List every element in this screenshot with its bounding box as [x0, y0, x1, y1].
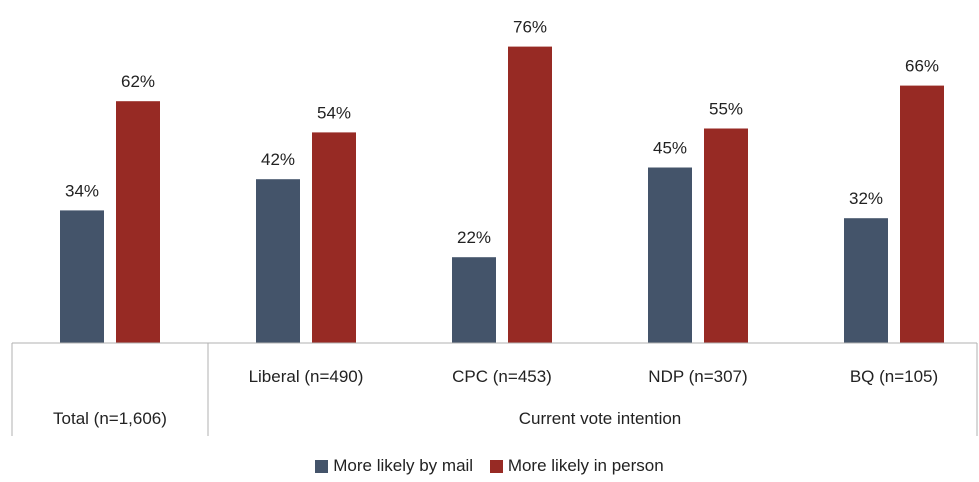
data-label: 34% [65, 181, 99, 200]
category-label: Total (n=1,606) [53, 409, 167, 428]
bar-person [704, 128, 748, 343]
category-label: BQ (n=105) [850, 367, 938, 386]
data-label: 54% [317, 103, 351, 122]
data-label: 55% [709, 100, 743, 119]
legend-swatch-person [489, 459, 503, 473]
bar-person [312, 132, 356, 343]
bar-person [508, 46, 552, 343]
bar-person [116, 101, 160, 343]
legend-swatch-mail [315, 459, 329, 473]
data-label: 22% [457, 228, 491, 247]
legend-label-person: More likely in person [507, 456, 664, 475]
legend: More likely by mail More likely in perso… [0, 456, 979, 478]
bar-mail [60, 210, 104, 343]
data-label: 76% [513, 18, 547, 37]
bar-mail [648, 167, 692, 343]
bar-chart: 34% 42% 22% 45% 32% 62% 54% 76% 55% 66% Total (n=1… [11, 18, 978, 436]
data-label: 45% [653, 139, 687, 158]
data-label: 66% [905, 57, 939, 76]
category-label: Liberal (n=490) [249, 367, 364, 386]
legend-item-person: More likely in person [489, 456, 664, 476]
legend-label-mail: More likely by mail [333, 456, 474, 475]
group-label: Current vote intention [519, 409, 682, 428]
bar-person [900, 85, 944, 343]
data-label: 62% [121, 72, 155, 91]
bar-mail [452, 257, 496, 343]
legend-item-mail: More likely by mail [315, 456, 473, 476]
category-label: NDP (n=307) [648, 367, 747, 386]
bar-mail [844, 218, 888, 343]
category-label: CPC (n=453) [452, 367, 552, 386]
data-label: 42% [261, 150, 295, 169]
bar-mail [256, 179, 300, 343]
data-label: 32% [849, 189, 883, 208]
